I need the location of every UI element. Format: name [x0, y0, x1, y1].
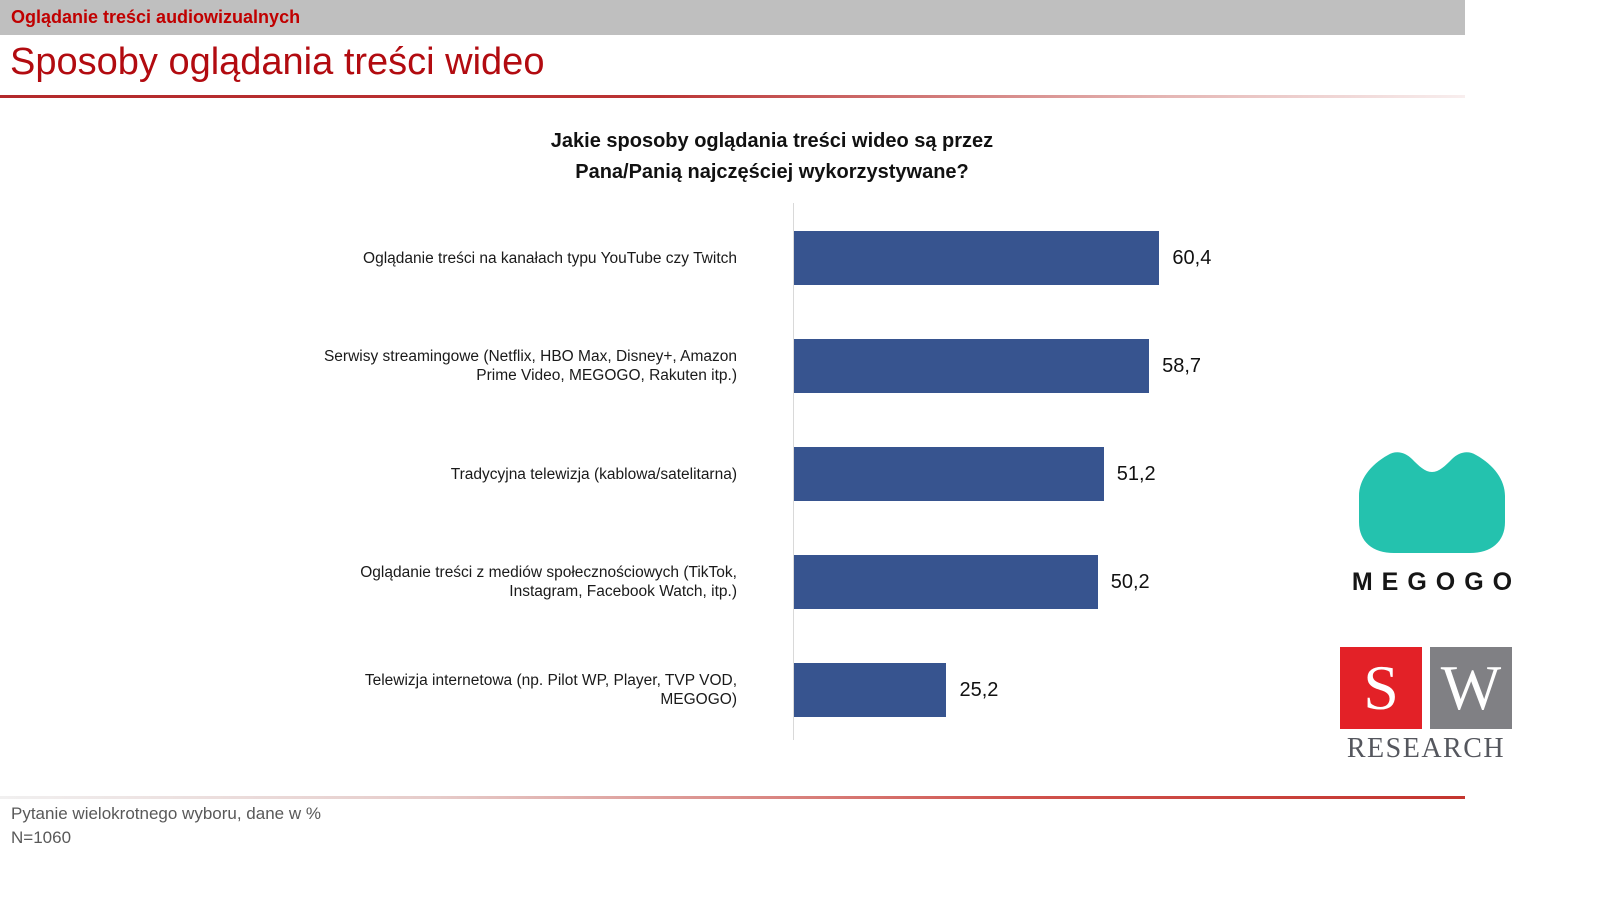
category-label: Serwisy streamingowe (Netflix, HBO Max, …	[323, 348, 737, 384]
bar	[794, 447, 1104, 501]
value-label: 25,2	[959, 678, 999, 701]
bar	[794, 663, 947, 717]
footer-divider-line	[0, 796, 1465, 799]
footer-note: Pytanie wielokrotnego wyboru, dane w % N…	[11, 802, 321, 850]
bar-area: 51,2	[794, 447, 1465, 501]
megogo-logo: MEGOGO	[1328, 448, 1536, 597]
bar	[794, 555, 1098, 609]
sw-research-logo: S W RESEARCH	[1340, 647, 1512, 765]
bar-area: 25,2	[794, 663, 1465, 717]
bar-area: 50,2	[794, 555, 1465, 609]
bar-area: 60,4	[794, 231, 1465, 285]
top-category-bar: Oglądanie treści audiowizualnych	[0, 0, 1465, 35]
chart-row: Oglądanie treści z mediów społecznościow…	[0, 528, 1465, 636]
category-label: Oglądanie treści z mediów społecznościow…	[360, 564, 737, 600]
value-label: 60,4	[1172, 246, 1212, 269]
chart-row: Serwisy streamingowe (Netflix, HBO Max, …	[0, 312, 1465, 420]
bar	[794, 339, 1150, 393]
megogo-wordmark: MEGOGO	[1351, 568, 1522, 596]
megogo-icon	[1359, 452, 1505, 553]
bar-rows: Oglądanie treści na kanałach typu YouTub…	[0, 204, 1465, 744]
sw-letter-w: W	[1430, 647, 1512, 729]
bar-area: 58,7	[794, 339, 1465, 393]
title-divider-line	[0, 95, 1465, 98]
sample-size-text: N=1060	[11, 828, 72, 847]
value-label: 51,2	[1116, 462, 1156, 485]
value-label: 58,7	[1162, 354, 1202, 377]
chart-row: Oglądanie treści na kanałach typu YouTub…	[0, 204, 1465, 312]
page-title: Sposoby oglądania treści wideo	[10, 41, 545, 83]
chart-row: Telewizja internetowa (np. Pilot WP, Pla…	[0, 636, 1465, 744]
chart-axis-line	[793, 203, 794, 740]
chart-row: Tradycyjna telewizja (kablowa/satelitarn…	[0, 420, 1465, 528]
sw-research-squares: S W	[1340, 647, 1512, 729]
category-label-text: Oglądanie treści audiowizualnych	[11, 7, 301, 27]
value-label: 50,2	[1110, 570, 1150, 593]
footer-note-text: Pytanie wielokrotnego wyboru, dane w %	[11, 804, 321, 823]
sw-research-caption: RESEARCH	[1346, 733, 1506, 764]
category-label: Oglądanie treści na kanałach typu YouTub…	[363, 249, 737, 267]
category-label: Tradycyjna telewizja (kablowa/satelitarn…	[450, 465, 737, 483]
bar	[794, 231, 1160, 285]
category-label: Telewizja internetowa (np. Pilot WP, Pla…	[364, 672, 737, 708]
chart-title: Jakie sposoby oglądania treści wideo są …	[550, 130, 994, 183]
bar-chart: Oglądanie treści na kanałach typu YouTub…	[0, 203, 1465, 744]
sw-letter-s: S	[1340, 647, 1422, 729]
